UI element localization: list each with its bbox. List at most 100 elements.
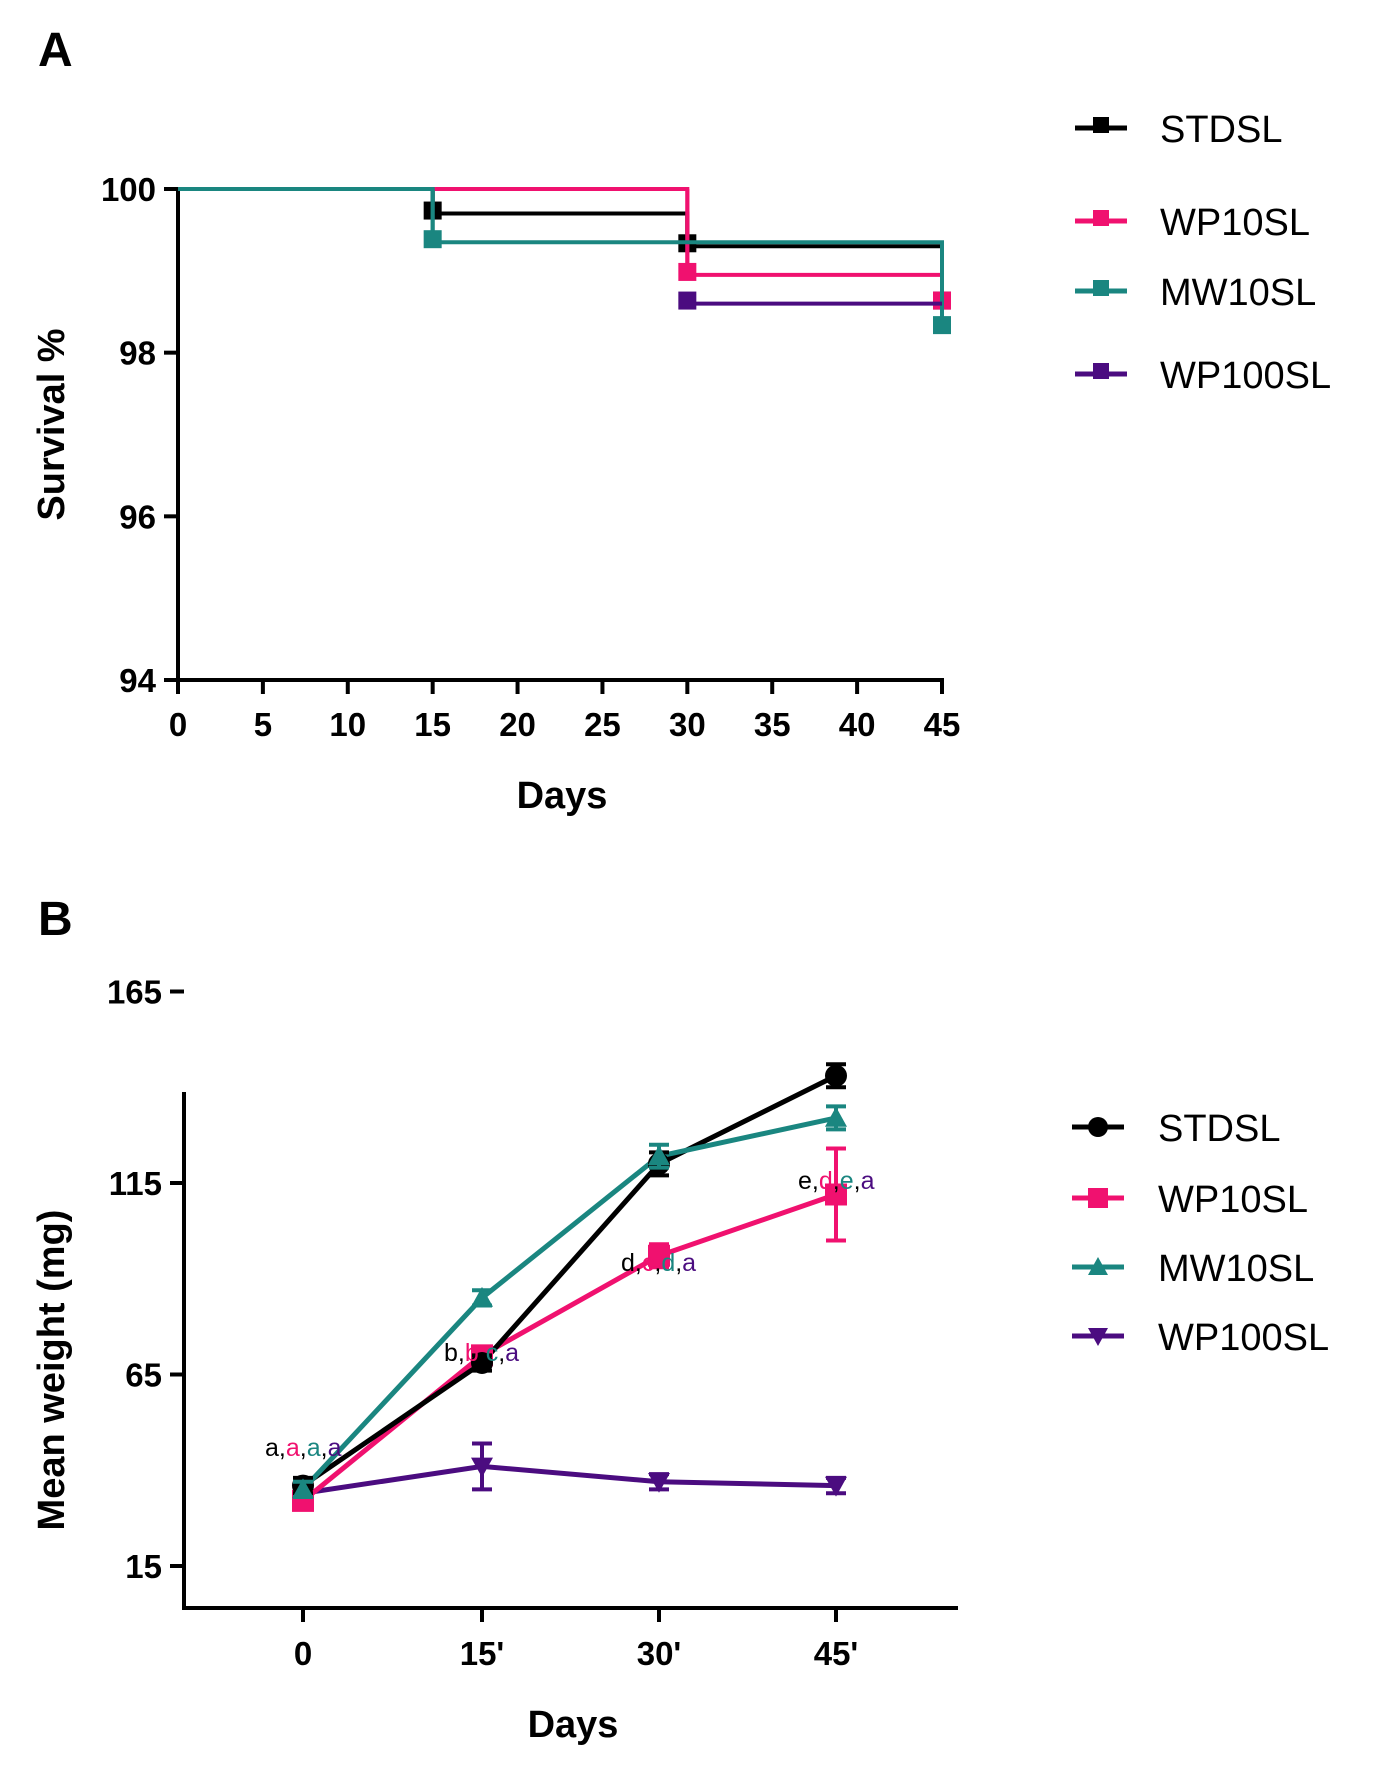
panel-b-label: B [38, 893, 73, 946]
series-line-stdsl [178, 187, 944, 304]
data-point-stdsl [471, 1352, 493, 1375]
survival-chart: 0 5 10 15 20 25 30 35 40 45 94 96 98 100 Days Survival … [31, 171, 960, 817]
data-point-mw10sl [825, 1106, 847, 1127]
weight-legend: STDSL WP10SL MW10SL WP100SL [1072, 1108, 1329, 1359]
significance-letter: b [465, 1339, 479, 1367]
x-tick-label: 45 [924, 706, 961, 743]
letter-separator: , [854, 1167, 861, 1195]
letter-separator: , [635, 1249, 642, 1277]
significance-letter: b [444, 1339, 458, 1367]
data-point-wp100sl [648, 1472, 670, 1493]
series-line-stdsl [301, 1073, 838, 1488]
censor-mark-mw10sl [933, 316, 951, 335]
legend-label-wp10sl: WP10SL [1160, 202, 1310, 244]
legend-label-wp10sl: WP10SL [1158, 1179, 1308, 1221]
letter-separator: , [833, 1167, 840, 1195]
significance-letter: c [486, 1339, 499, 1367]
survival-legend: STDSL WP10SL MW10SL WP100SL [1075, 109, 1331, 397]
letter-separator: , [279, 1434, 286, 1462]
significance-letter: a [505, 1339, 519, 1367]
x-tick-label: 20 [499, 706, 536, 743]
legend-marker-wp100sl [1093, 363, 1109, 379]
y-axis-title: Survival % [31, 328, 73, 520]
x-tick-label: 35 [754, 706, 791, 743]
x-tick-label: 15' [460, 1635, 505, 1672]
y-tick-label: 96 [119, 498, 156, 535]
x-tick-label: 5 [254, 706, 272, 743]
significance-letters: b,b,c,a [444, 1339, 519, 1367]
legend-marker-wp10sl [1093, 210, 1109, 226]
data-point-wp100sl [825, 1476, 847, 1497]
y-tick-label: 15 [125, 1548, 162, 1585]
significance-letter: a [286, 1434, 300, 1462]
significance-letter: a [682, 1249, 696, 1277]
significance-letter: d [819, 1167, 833, 1195]
legend-label-wp100sl: WP100SL [1158, 1317, 1329, 1359]
legend-marker-wp100sl [1088, 1328, 1108, 1346]
series-line-wp10sl [301, 1192, 837, 1503]
data-point-mw10sl [648, 1145, 670, 1165]
x-axis-title: Days [528, 1704, 619, 1746]
letter-separator: , [300, 1434, 307, 1462]
significance-letters: d,c,d,a [621, 1249, 696, 1277]
legend-marker-wp10sl [1088, 1188, 1108, 1208]
legend-marker-mw10sl [1093, 280, 1109, 296]
letter-separator: , [812, 1167, 819, 1195]
legend-label-mw10sl: MW10SL [1160, 272, 1316, 314]
censor-mark-mw10sl [423, 230, 442, 249]
data-point-mw10sl [292, 1478, 314, 1499]
letter-separator: , [654, 1249, 661, 1277]
legend-label-stdsl: STDSL [1158, 1108, 1280, 1150]
significance-letter: d [661, 1249, 675, 1277]
data-point-wp10sl [648, 1244, 670, 1267]
y-tick-label: 94 [119, 662, 156, 699]
significance-letter: d [621, 1249, 635, 1277]
x-tick-label: 15 [414, 706, 451, 743]
letter-separator: , [498, 1339, 505, 1367]
y-axis-title: Mean weight (mg) [31, 1210, 73, 1531]
x-tick-label: 45' [814, 1635, 859, 1672]
x-tick-label: 0 [294, 1635, 312, 1672]
data-point-wp100sl [471, 1457, 493, 1478]
legend-label-stdsl: STDSL [1160, 109, 1282, 151]
x-tick-label: 30' [637, 1635, 682, 1672]
panel-a-label: A [38, 24, 73, 77]
data-point-wp10sl [825, 1183, 847, 1206]
weight-chart: 0 15' 30' 45' 15 65 115 165 Days Mean weight (mg)… [31, 974, 958, 1746]
y-tick-label: 100 [101, 171, 156, 208]
data-point-stdsl [825, 1064, 847, 1087]
data-point-mw10sl [471, 1286, 493, 1307]
significance-letters: a,a,a,a [265, 1434, 342, 1462]
letter-separator: , [321, 1434, 328, 1462]
x-tick-label: 0 [169, 706, 187, 743]
series-line-wp100sl [302, 1463, 837, 1496]
letter-separator: , [675, 1249, 682, 1277]
x-tick-label: 25 [584, 706, 621, 743]
y-tick-label: 98 [119, 335, 156, 372]
legend-label-mw10sl: MW10SL [1158, 1248, 1314, 1290]
letter-separator: , [458, 1339, 465, 1367]
censor-mark-wp100sl [678, 291, 697, 310]
x-tick-label: 10 [329, 706, 366, 743]
censor-mark-wp10sl [678, 262, 697, 281]
significance-letter: a [861, 1167, 875, 1195]
significance-letter: a [307, 1434, 321, 1462]
significance-letter: c [642, 1249, 655, 1277]
legend-marker-stdsl [1093, 117, 1109, 133]
significance-letter: a [328, 1434, 342, 1462]
x-axis-title: Days [517, 775, 608, 817]
legend-marker-mw10sl [1088, 1257, 1108, 1275]
significance-letter: e [798, 1167, 812, 1195]
x-tick-label: 30 [669, 706, 706, 743]
y-tick-label: 115 [109, 1165, 162, 1202]
legend-label-wp100sl: WP100SL [1160, 355, 1331, 397]
y-tick-label: 65 [125, 1357, 162, 1394]
x-tick-label: 40 [839, 706, 876, 743]
letter-separator: , [479, 1339, 486, 1367]
y-tick-label: 165 [107, 974, 162, 1011]
significance-letter: e [840, 1167, 854, 1195]
significance-letter: a [265, 1434, 279, 1462]
legend-marker-stdsl [1088, 1117, 1108, 1137]
series-line-mw10sl [301, 1115, 837, 1492]
